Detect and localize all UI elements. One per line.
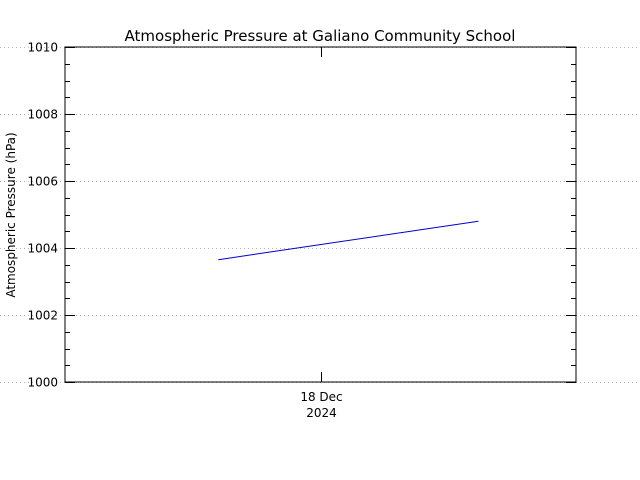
- y-tick-label: 1004: [27, 242, 58, 256]
- x-tick-label-year: 2024: [306, 406, 337, 420]
- y-tick-label: 1002: [27, 309, 58, 323]
- y-tick-label: 1000: [27, 376, 58, 390]
- x-axis: 18 Dec 2024: [300, 47, 343, 420]
- y-tick-label: 1010: [27, 41, 58, 55]
- y-tick-label: 1006: [27, 175, 58, 189]
- grid-lines: [0, 47, 640, 383]
- y-tick-label: 1008: [27, 108, 58, 122]
- y-axis-label: Atmospheric Pressure (hPa): [4, 132, 18, 297]
- y-axis: 1000 1002 1004 1006 1008 1010: [27, 41, 576, 390]
- series-line-0: [218, 220, 479, 261]
- series-group: [218, 220, 479, 261]
- x-tick-label-date: 18 Dec: [300, 390, 342, 404]
- chart-title: Atmospheric Pressure at Galiano Communit…: [125, 27, 516, 45]
- plot-frame: [64, 46, 577, 383]
